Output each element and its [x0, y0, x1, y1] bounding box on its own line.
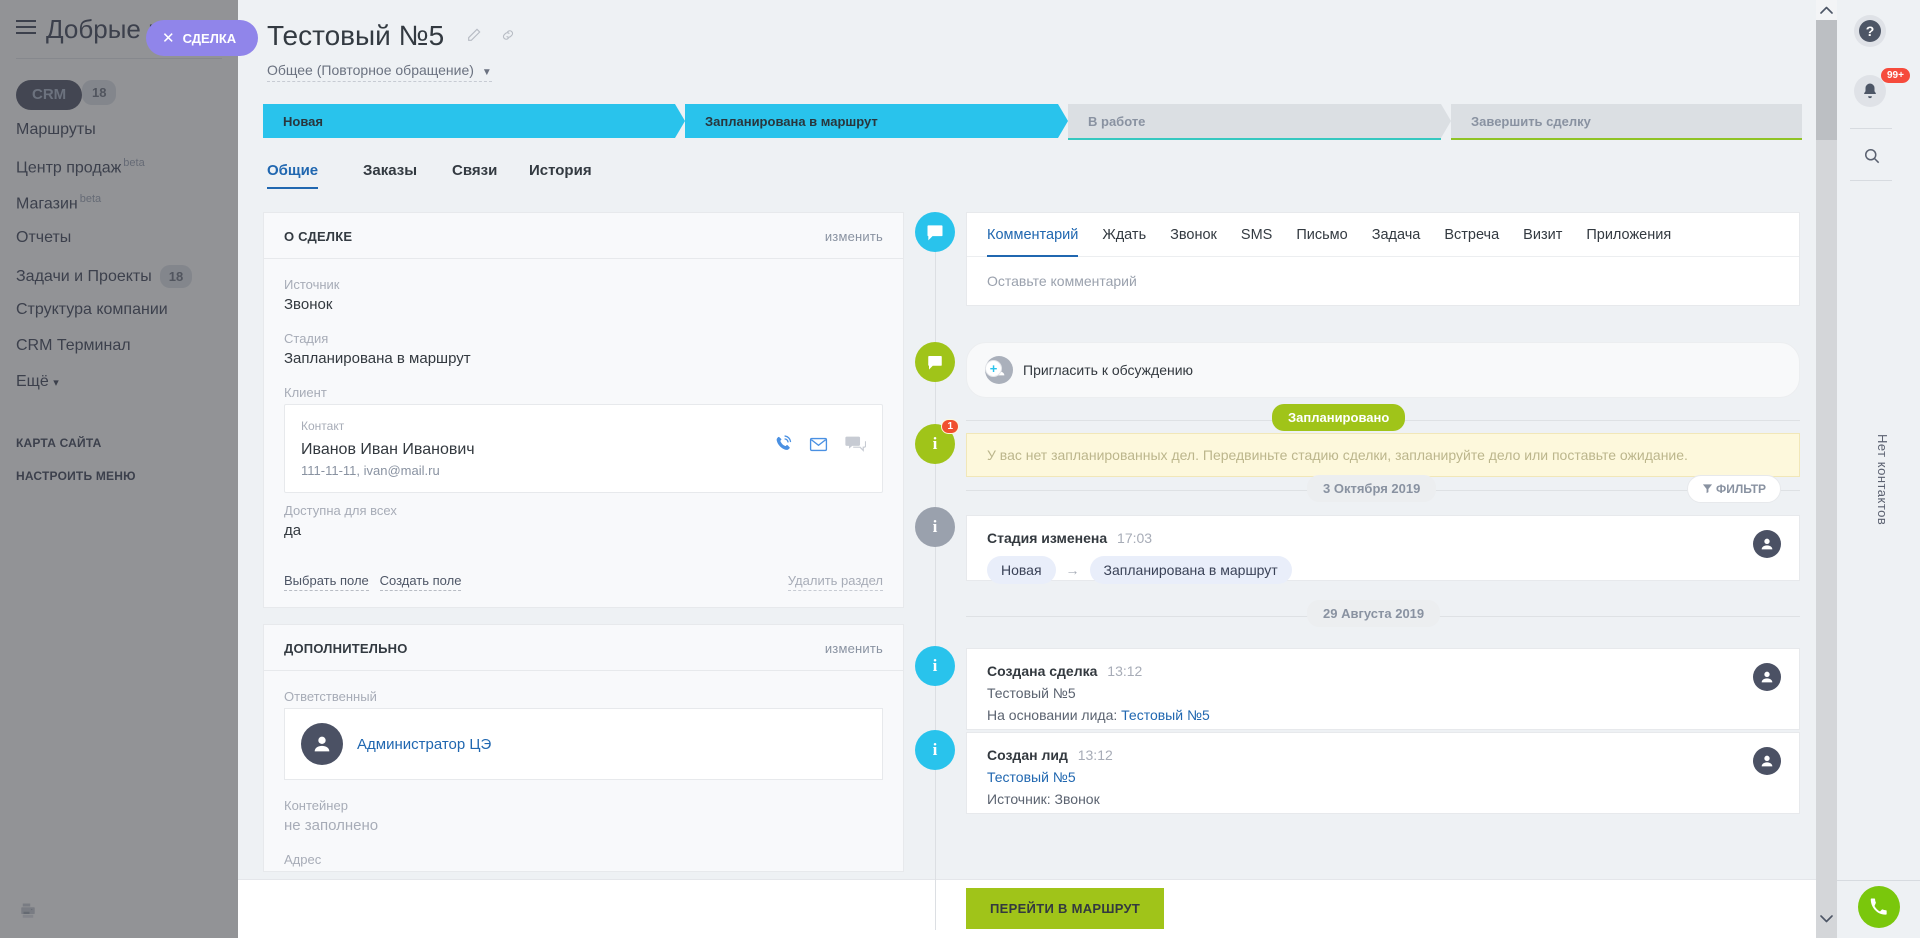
svg-text:?: ? — [1866, 23, 1875, 39]
